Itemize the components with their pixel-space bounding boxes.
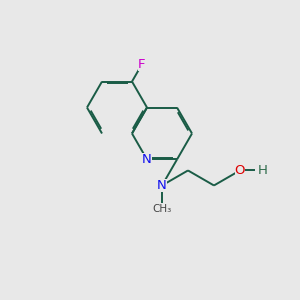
- Text: O: O: [235, 164, 245, 177]
- Text: H: H: [258, 164, 268, 177]
- Text: N: N: [157, 179, 167, 192]
- Text: CH₃: CH₃: [152, 204, 172, 214]
- Text: F: F: [138, 58, 146, 71]
- Text: N: N: [142, 153, 152, 166]
